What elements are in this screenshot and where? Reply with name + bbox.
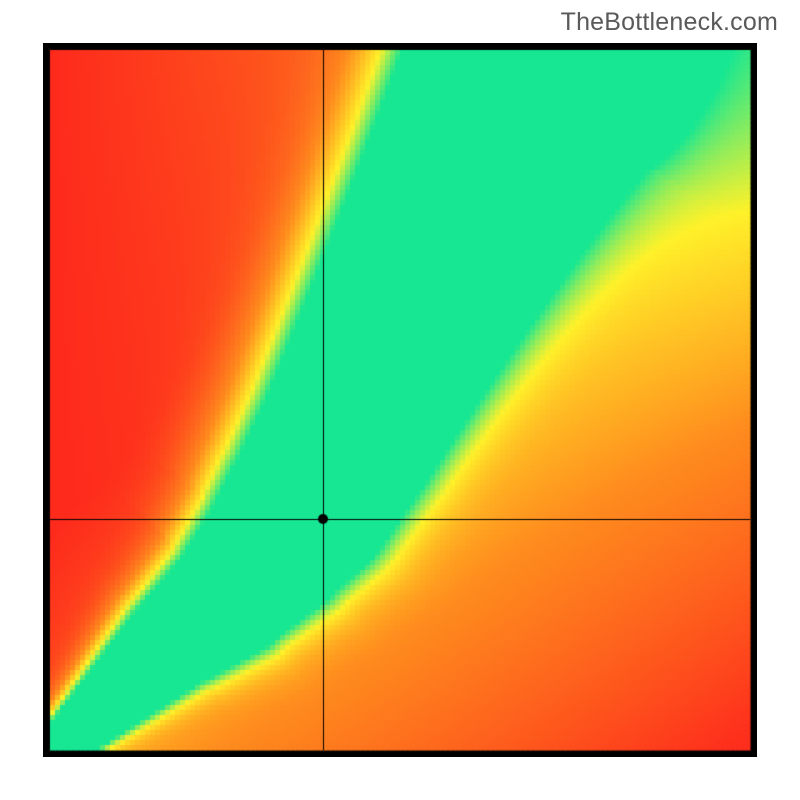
watermark-text: TheBottleneck.com [561,8,778,37]
heatmap-canvas [43,43,757,757]
heatmap-plot [43,43,757,757]
